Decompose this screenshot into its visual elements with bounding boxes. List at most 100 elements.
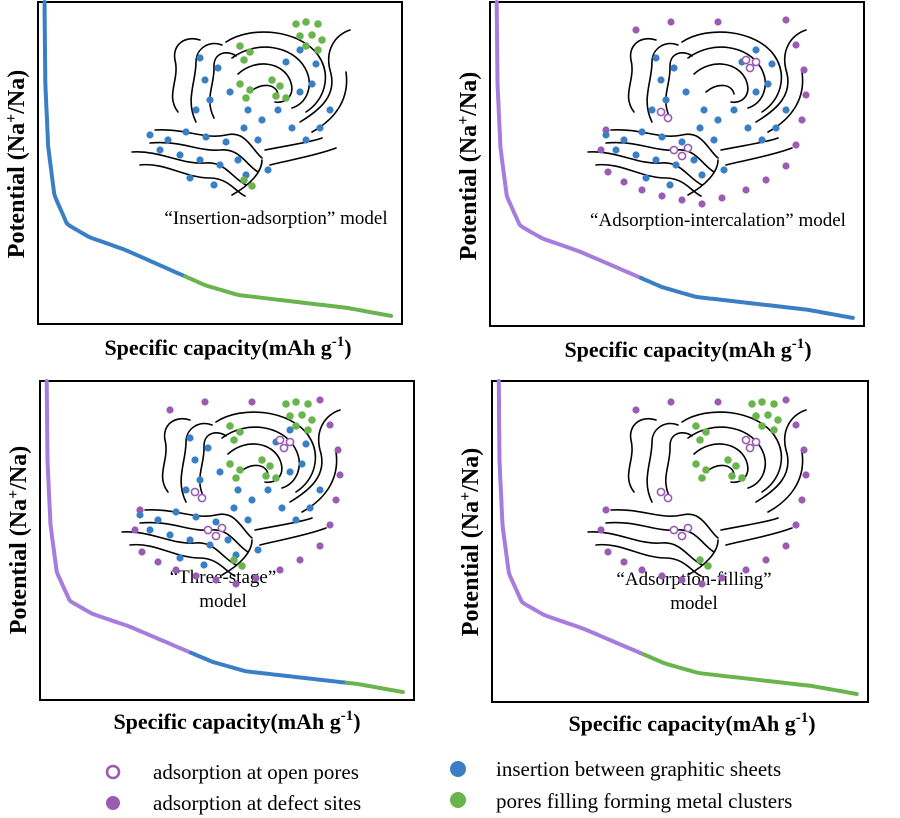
particle (714, 18, 722, 26)
particle (186, 536, 194, 544)
open-pore-marker (741, 435, 751, 445)
particle (770, 426, 778, 434)
particle (802, 91, 810, 99)
particle (652, 156, 660, 164)
particle (246, 48, 254, 56)
graphitic-sheet (610, 129, 719, 159)
particle (800, 66, 808, 74)
graphitic-sheet (646, 422, 679, 503)
particle (196, 156, 204, 164)
particle (764, 411, 772, 419)
blue-segment (639, 276, 855, 320)
open-pore-marker (656, 487, 666, 497)
particle (230, 504, 238, 512)
hard-carbon-structure (131, 18, 351, 197)
particle (186, 434, 194, 442)
open-pore-marker (656, 107, 666, 117)
x-axis-label: Specific capacity(mAh g-1) (564, 336, 811, 362)
open-pore-marker (745, 63, 755, 73)
green-segment (344, 680, 405, 694)
particle (764, 80, 772, 88)
purple-segment (44, 379, 194, 655)
filled-purple-dot-icon (106, 796, 120, 810)
graphitic-sheet (154, 129, 263, 159)
particle (166, 531, 174, 539)
open-pore-marker (663, 113, 673, 123)
particle (724, 456, 732, 464)
particle (316, 124, 324, 132)
legend: adsorption at open pores adsorption at d… (105, 757, 792, 815)
particle (620, 558, 628, 566)
particle (314, 46, 322, 54)
particle (658, 133, 666, 141)
particle (758, 398, 766, 406)
model-label: “Three-stage” (170, 567, 277, 588)
particle (292, 20, 300, 28)
particle (748, 400, 756, 408)
open-pore-marker (211, 531, 221, 541)
particle (272, 474, 280, 482)
open-pore-marker (751, 437, 761, 447)
particle (302, 440, 310, 448)
particle (638, 566, 646, 574)
open-pore-marker (677, 531, 687, 541)
particle (642, 174, 650, 182)
particle (696, 436, 704, 444)
particle (798, 496, 806, 504)
green-segment (641, 652, 859, 696)
particle (232, 580, 240, 588)
graphitic-sheet (627, 418, 657, 493)
blue-segment (189, 650, 349, 685)
particle (236, 428, 244, 436)
particle (192, 106, 200, 114)
x-axis-label: Specific capacity(mAh g-1) (568, 710, 815, 736)
particle (714, 398, 722, 406)
particle (702, 428, 710, 436)
particle (182, 486, 190, 494)
graphitic-sheet (254, 517, 313, 531)
particle (226, 88, 234, 96)
graphitic-sheet (129, 543, 236, 577)
hard-carbon-structure (121, 396, 344, 588)
particle (172, 508, 180, 516)
particle (326, 421, 334, 429)
particle (658, 192, 666, 200)
particle (762, 176, 770, 184)
legend-item-insertion: insertion between graphitic sheets (450, 757, 781, 781)
graphitic-sheet (725, 147, 793, 166)
purple-segment (494, 0, 644, 280)
particle (172, 566, 180, 574)
particle (782, 106, 790, 114)
particle (244, 516, 252, 524)
particle (308, 416, 316, 424)
open-pore-marker (190, 487, 200, 497)
graphitic-sheet (199, 432, 227, 499)
graphitic-sheet (121, 531, 237, 566)
open-pore-marker (745, 443, 755, 453)
graphitic-sheet (755, 409, 807, 503)
particle (214, 64, 222, 72)
particle (308, 31, 316, 39)
particle (278, 504, 286, 512)
particle (696, 124, 704, 132)
graphitic-sheet (665, 52, 693, 119)
particle (196, 476, 204, 484)
graphitic-sheet (665, 432, 693, 499)
particle (306, 504, 314, 512)
particle (604, 548, 612, 556)
particle (326, 521, 334, 529)
filled-green-dot-icon (450, 792, 466, 808)
particle (334, 446, 342, 454)
graphitic-sheet (725, 527, 793, 546)
graphitic-sheet (595, 163, 702, 197)
particle (720, 166, 728, 174)
particle (666, 181, 674, 189)
graphitic-sheet (289, 409, 341, 503)
particle (672, 161, 680, 169)
particle (632, 26, 640, 34)
particle (248, 398, 256, 406)
particle (792, 141, 800, 149)
particle (196, 54, 204, 62)
graphitic-sheet (221, 426, 300, 489)
